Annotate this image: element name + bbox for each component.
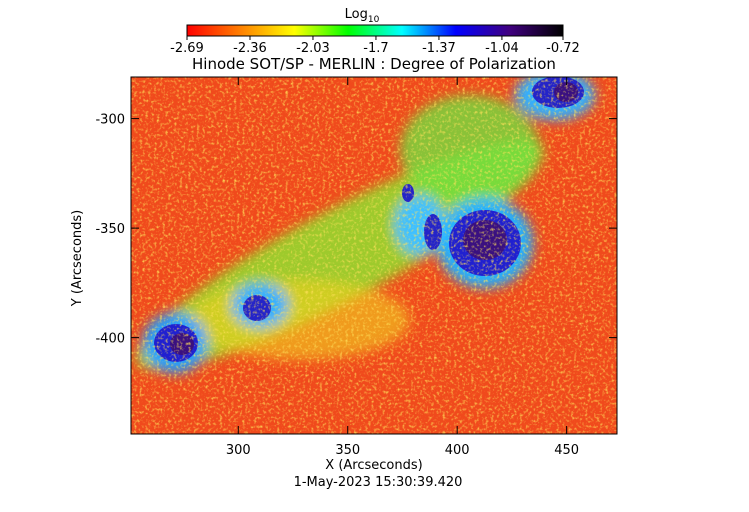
x-tick-label: 400 [445, 443, 470, 458]
y-axis-label: Y (Arcseconds) [70, 210, 85, 307]
colorbar-tick-label: -1.04 [485, 41, 519, 56]
colorbar-tick-label: -0.72 [546, 41, 580, 56]
x-axis-label: X (Arcseconds) [325, 458, 422, 473]
y-tick-label: -300 [95, 113, 125, 128]
y-tick-label: -350 [95, 222, 125, 237]
colorbar-tick-label: -1.7 [363, 41, 388, 56]
colorbar-tick-label: -2.36 [233, 41, 267, 56]
heatmap-image [131, 77, 617, 434]
x-tick-label: 300 [226, 443, 251, 458]
footnote: 1-May-2023 15:30:39.420 [294, 475, 463, 490]
colorbar [186, 24, 564, 37]
chart-title: Hinode SOT/SP - MERLIN : Degree of Polar… [192, 55, 556, 73]
y-tick-label: -400 [95, 332, 125, 347]
colorbar-tick-label: -1.37 [422, 41, 456, 56]
x-tick-label: 350 [335, 443, 360, 458]
colorbar-tick-label: -2.03 [296, 41, 330, 56]
x-tick-label: 450 [554, 443, 579, 458]
colorbar-label: Log10 [345, 7, 380, 25]
colorbar-tick-label: -2.69 [170, 41, 204, 56]
plot-frame [130, 76, 618, 435]
